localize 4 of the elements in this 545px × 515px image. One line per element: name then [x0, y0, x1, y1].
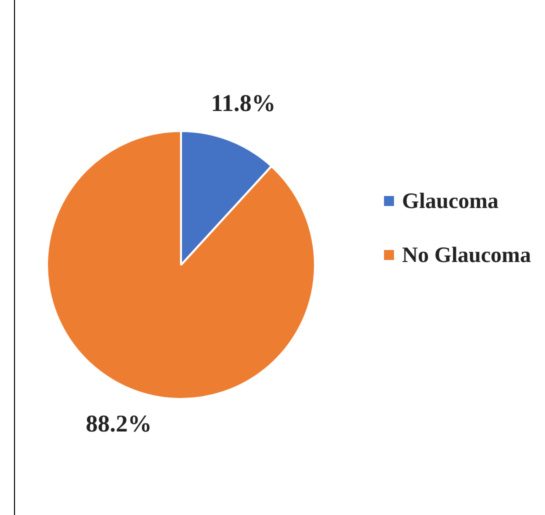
data-label: 11.8%: [210, 90, 276, 117]
legend-label: No Glaucoma: [402, 242, 531, 268]
data-label: 88.2%: [86, 412, 152, 438]
legend-label: Glaucoma: [402, 188, 499, 214]
